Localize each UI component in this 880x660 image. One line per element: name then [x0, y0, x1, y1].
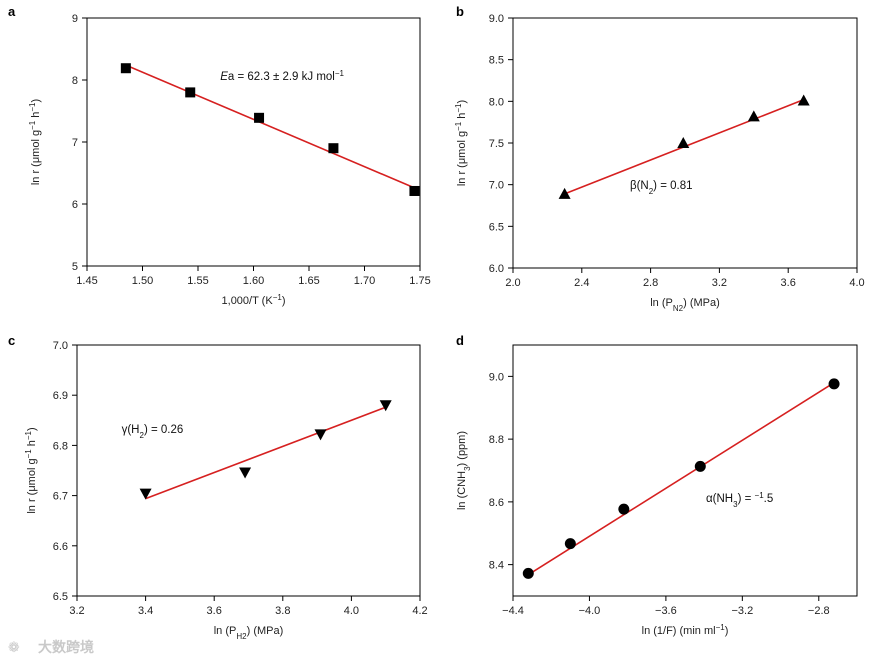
data-point: [328, 143, 339, 154]
data-point: [185, 87, 196, 98]
y-tick-label: 8.5: [489, 55, 504, 67]
watermark-logo-icon: ❁: [8, 639, 20, 655]
data-point: [239, 467, 252, 479]
data-point: [254, 112, 265, 123]
data-point: [618, 503, 630, 515]
y-tick-label: 8: [72, 75, 78, 87]
x-tick-label: 1.45: [76, 275, 97, 287]
x-tick-label: 1.60: [243, 275, 264, 287]
x-tick-label: 4.0: [344, 605, 359, 617]
fit-annotation: α(NH3) = −1.5: [706, 490, 773, 508]
data-point: [797, 94, 810, 106]
panel-c: c 3.2 3.4 3.6 3.8 4.0 4.2 6.5 6.6 6.7 6.8 6.9 7.0 ln …: [8, 333, 428, 641]
y-tick-label: 5: [72, 261, 78, 273]
plot-frame: [76, 344, 421, 597]
y-tick-label: 6.0: [489, 263, 504, 275]
x-tick-label: 2.4: [574, 277, 589, 289]
fit-annotation: Ea = 62.3 ± 2.9 kJ mol−1: [220, 69, 344, 84]
x-axis-label: ln (PH2) (MPa): [214, 625, 284, 641]
y-tick-label: 8.6: [489, 497, 504, 509]
x-tick-label: 1.65: [298, 275, 319, 287]
data-point: [379, 400, 392, 412]
y-tick-label: 7.0: [489, 180, 504, 192]
y-tick-label: 9.0: [489, 13, 504, 25]
x-tick-label: 3.6: [207, 605, 222, 617]
y-tick-label: 6.6: [53, 541, 68, 553]
x-tick-label: 3.8: [275, 605, 290, 617]
data-point: [120, 63, 131, 74]
x-tick-label: 3.2: [69, 605, 84, 617]
data-point: [314, 429, 327, 441]
y-tick-label: 9: [72, 13, 78, 25]
panel-letter-c: c: [8, 333, 15, 348]
y-axis-label: ln r (μmol g−1 h−1): [24, 427, 39, 513]
watermark: 大数跨境: [38, 639, 94, 655]
x-tick-label: −4.0: [579, 605, 601, 617]
fit-annotation: γ(H2) = 0.26: [122, 424, 184, 440]
x-axis-label: ln (1/F) (min ml−1): [642, 623, 729, 638]
data-point: [747, 110, 760, 122]
y-tick-label: 6.5: [489, 221, 504, 233]
x-tick-label: 1.70: [354, 275, 375, 287]
x-axis-label: ln (PN2) (MPa): [650, 297, 720, 313]
x-tick-label: 4.2: [412, 605, 427, 617]
panel-letter-d: d: [456, 333, 464, 348]
plot-frame: [86, 17, 421, 267]
data-point: [564, 538, 576, 550]
y-tick-label: 6.9: [53, 390, 68, 402]
y-tick-label: 8.0: [489, 96, 504, 108]
panel-b: b 2.0 2.4 2.8 3.2 3.6 4.0 6.0 6.5 7.0 7.5 8.0 8.5 9.0…: [454, 4, 865, 313]
data-point: [828, 378, 840, 390]
x-tick-label: 1.75: [409, 275, 430, 287]
data-point: [558, 187, 571, 199]
y-tick-label: 7: [72, 137, 78, 149]
fit-annotation: β(N2) = 0.81: [630, 180, 693, 196]
x-tick-label: 3.2: [712, 277, 727, 289]
y-axis-label: ln (CNH3) (ppm): [456, 431, 472, 510]
y-axis-label: ln r (μmol g−1 h−1): [28, 99, 43, 185]
y-tick-label: 8.8: [489, 434, 504, 446]
fit-line: [527, 381, 835, 576]
x-tick-label: 4.0: [849, 277, 864, 289]
data-point: [677, 137, 690, 148]
y-tick-label: 7.0: [53, 340, 68, 352]
x-tick-label: −3.2: [731, 605, 753, 617]
panel-letter-a: a: [8, 4, 16, 19]
y-tick-label: 6: [72, 199, 78, 211]
x-axis-label: 1,000/T (K−1): [222, 293, 286, 308]
y-axis-label: ln r (μmol g−1 h−1): [454, 100, 469, 186]
data-point: [694, 460, 706, 472]
panel-d: d −4.4 −4.0 −3.6 −3.2 −2.8 8.4 8.6 8.8 9.0 ln (1/F…: [456, 333, 858, 638]
data-point: [409, 185, 420, 196]
y-tick-label: 6.7: [53, 491, 68, 503]
x-tick-label: 2.0: [505, 277, 520, 289]
panel-letter-b: b: [456, 4, 464, 19]
plot-frame: [512, 344, 858, 597]
x-tick-label: −2.8: [808, 605, 830, 617]
x-tick-label: 1.50: [132, 275, 153, 287]
y-tick-label: 6.8: [53, 440, 68, 452]
data-point: [522, 567, 534, 579]
x-tick-label: 3.6: [781, 277, 796, 289]
fit-line: [125, 64, 415, 189]
data-point: [139, 488, 152, 500]
x-tick-label: 3.4: [138, 605, 153, 617]
y-tick-label: 7.5: [489, 138, 504, 150]
y-tick-label: 6.5: [53, 591, 68, 603]
y-tick-label: 9.0: [489, 371, 504, 383]
x-tick-label: 2.8: [643, 277, 658, 289]
x-tick-label: −4.4: [502, 605, 524, 617]
fit-line: [145, 406, 386, 500]
x-tick-label: 1.55: [187, 275, 208, 287]
panel-a: a 1.45 1.50 1.55 1.60 1.65 1.70 1.75 5 6 7 8 9 1,000/…: [8, 4, 431, 307]
x-tick-label: −3.6: [655, 605, 677, 617]
y-tick-label: 8.4: [489, 560, 504, 572]
